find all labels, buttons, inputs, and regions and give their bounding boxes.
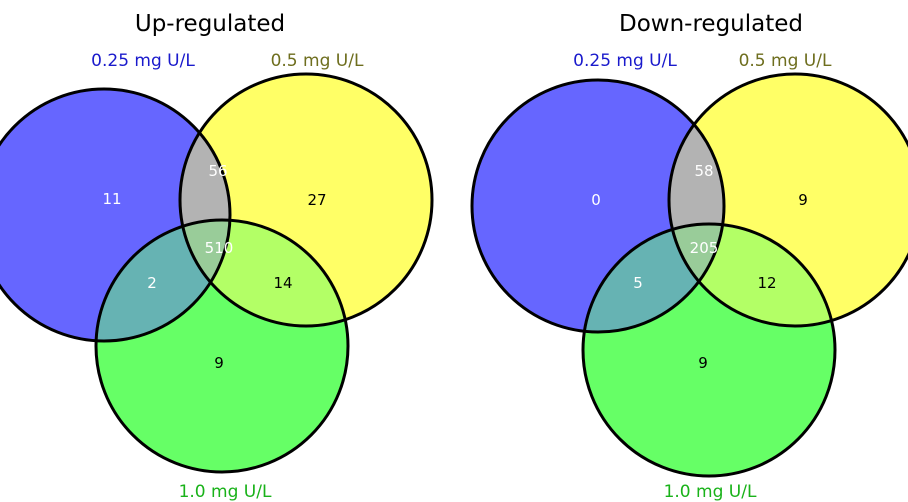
count-ab: 58 <box>694 162 713 180</box>
region-bc <box>669 224 835 326</box>
count-bc: 14 <box>273 274 292 292</box>
set-label-b: 0.5 mg U/L <box>739 51 832 71</box>
count-c-only: 9 <box>698 354 708 372</box>
venn-diagram-down-regulated: Down-regulated 0.25 mg U/L 0.5 mg U/L 1.… <box>470 11 908 502</box>
count-abc: 205 <box>690 239 719 257</box>
set-c-outline <box>581 222 837 478</box>
set-label-a: 0.25 mg U/L <box>91 51 195 71</box>
region-ac <box>96 220 230 341</box>
count-ab: 56 <box>208 162 227 180</box>
count-b-only: 27 <box>307 191 326 209</box>
count-bc: 12 <box>757 274 776 292</box>
set-label-b: 0.5 mg U/L <box>271 51 364 71</box>
set-c-outline <box>94 218 350 474</box>
set-b-outline <box>667 72 908 328</box>
region-bc <box>180 220 348 326</box>
count-ac: 2 <box>147 274 157 292</box>
set-label-a: 0.25 mg U/L <box>573 51 677 71</box>
count-b-only: 9 <box>798 191 808 209</box>
set-a-outline <box>470 78 726 334</box>
diagram-title: Up-regulated <box>135 11 285 37</box>
count-abc: 510 <box>205 239 234 257</box>
count-ac: 5 <box>633 274 643 292</box>
set-label-c: 1.0 mg U/L <box>179 482 272 502</box>
set-b-outline <box>178 72 434 328</box>
count-c-only: 9 <box>214 354 224 372</box>
set-label-c: 1.0 mg U/L <box>664 482 757 502</box>
count-a-only: 0 <box>591 191 601 209</box>
diagram-title: Down-regulated <box>619 11 803 37</box>
count-a-only: 11 <box>102 190 121 208</box>
set-a-outline <box>0 87 232 343</box>
region-ac <box>583 224 724 332</box>
venn-diagram-up-regulated: Up-regulated 0.25 mg U/L 0.5 mg U/L 1.0 … <box>0 11 434 502</box>
